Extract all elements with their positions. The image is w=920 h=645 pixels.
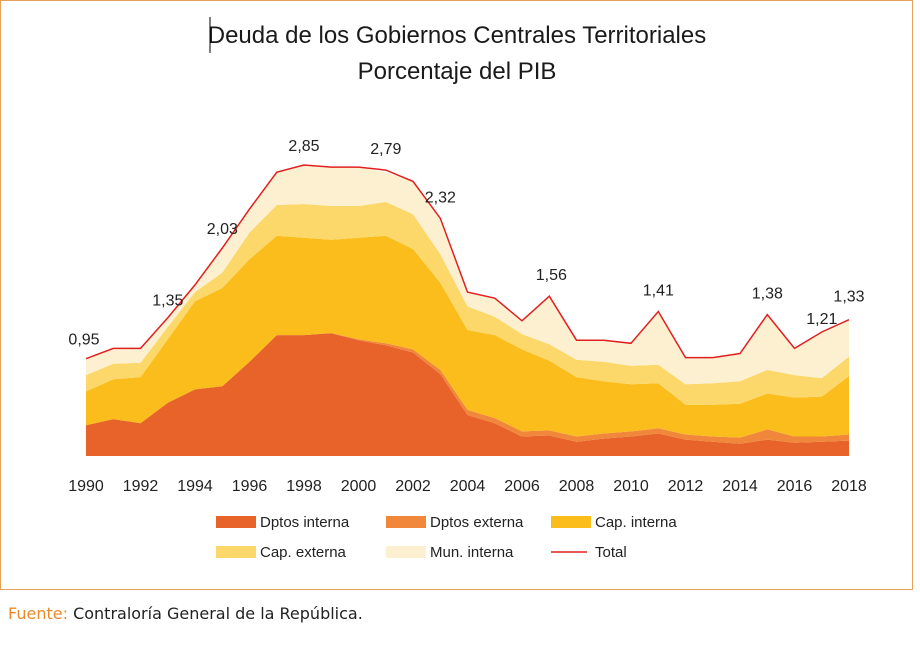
- data-label: 1,38: [752, 286, 783, 303]
- x-tick-label: 2016: [777, 478, 813, 495]
- x-tick-label: 1996: [232, 478, 268, 495]
- legend-label: Mun. interna: [430, 544, 514, 561]
- legend: Dptos interna Dptos externa Cap. interna Ca…: [216, 514, 677, 561]
- x-tick-label: 2018: [831, 478, 867, 495]
- stacked-areas: [86, 165, 849, 456]
- x-tick-label: 2002: [395, 478, 431, 495]
- data-label: 1,33: [833, 289, 864, 306]
- area-mun-interna: [86, 165, 849, 385]
- x-tick-label: 2010: [613, 478, 649, 495]
- legend-label: Dptos interna: [260, 514, 350, 531]
- data-label: 1,21: [806, 311, 837, 328]
- legend-label: Total: [595, 544, 627, 561]
- x-tick-label: 1994: [177, 478, 213, 495]
- legend-label: Cap. interna: [595, 514, 677, 531]
- data-label: 1,56: [536, 267, 567, 284]
- x-tick-label: 1998: [286, 478, 322, 495]
- chart-title: Deuda de los Gobiernos Centrales Territo…: [208, 22, 706, 49]
- total-line-group: [85, 164, 850, 360]
- x-tick-label: 1992: [123, 478, 159, 495]
- data-label: 2,79: [370, 141, 401, 158]
- chart: Deuda de los Gobiernos Centrales Territo…: [68, 17, 867, 561]
- legend-swatch-dptos-interna: [216, 516, 256, 528]
- legend-swatch-mun-interna: [386, 546, 426, 558]
- chart-frame: Deuda de los Gobiernos Centrales Territo…: [0, 0, 913, 590]
- data-label: 0,95: [68, 332, 99, 349]
- legend-label: Dptos externa: [430, 514, 524, 531]
- x-axis-ticks: 1990 1992 1994 1996 1998 2000 2002 2004 2006 2008…: [68, 478, 867, 495]
- legend-label: Cap. externa: [260, 544, 347, 561]
- chart-subtitle: Porcentaje del PIB: [358, 58, 557, 85]
- source-text: Contraloría General de la República.: [73, 604, 363, 623]
- area-dptos-interna: [86, 333, 849, 456]
- total-line: [85, 164, 850, 360]
- data-label: 2,32: [425, 189, 456, 206]
- x-tick-label: 2012: [668, 478, 704, 495]
- area-dptos-externa: [86, 333, 849, 444]
- area-cap-externa: [86, 201, 849, 405]
- x-tick-label: 2008: [559, 478, 595, 495]
- data-label: 2,85: [288, 138, 319, 155]
- x-tick-label: 1990: [68, 478, 104, 495]
- legend-swatch-cap-interna: [551, 516, 591, 528]
- area-cap-interna: [86, 235, 849, 438]
- x-tick-label: 2006: [504, 478, 540, 495]
- x-tick-label: 2014: [722, 478, 758, 495]
- data-label: 1,41: [643, 283, 674, 300]
- source-label: Fuente:: [8, 604, 68, 623]
- source-note: Fuente: Contraloría General de la Repúbl…: [8, 604, 363, 623]
- data-label: 1,35: [152, 293, 183, 310]
- data-label: 2,03: [207, 221, 238, 238]
- x-tick-label: 2004: [450, 478, 486, 495]
- data-labels: 0,95 1,35 2,03 2,85 2,79 2,32 1,56 1,41 1,38 1,21…: [68, 138, 864, 349]
- legend-swatch-cap-externa: [216, 546, 256, 558]
- legend-swatch-dptos-externa: [386, 516, 426, 528]
- x-tick-label: 2000: [341, 478, 377, 495]
